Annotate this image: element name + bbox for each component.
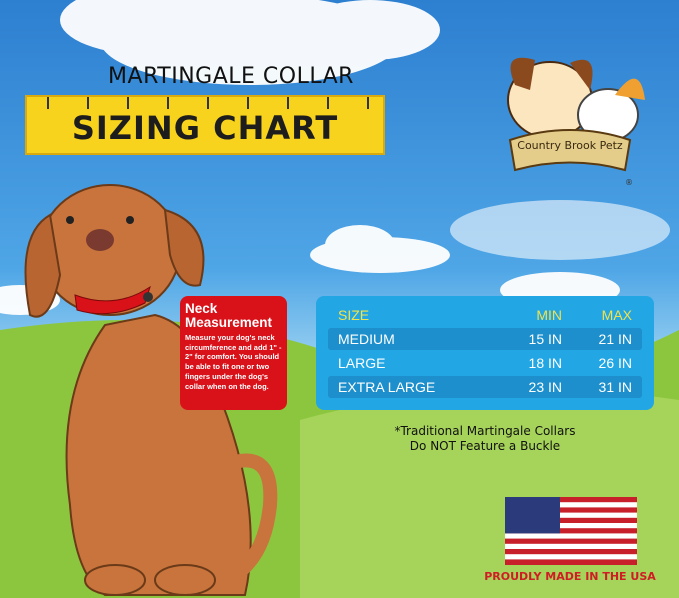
buckle-note: *Traditional Martingale Collars Do NOT F… bbox=[394, 424, 576, 453]
made-in-usa: PROUDLY MADE IN THE USA bbox=[484, 570, 656, 583]
logo: Country Brook Petz ® bbox=[507, 57, 645, 187]
page-title: SIZING CHART bbox=[71, 109, 339, 147]
logo-text: Country Brook Petz bbox=[517, 139, 623, 152]
table-row: EXTRA LARGE 23 IN 31 IN bbox=[328, 376, 642, 398]
table-header: SIZE MIN MAX bbox=[338, 307, 632, 323]
table-row: MEDIUM 15 IN 21 IN bbox=[328, 328, 642, 350]
table-row: LARGE 18 IN 26 IN bbox=[338, 355, 632, 371]
neck-instructions: Measure your dog's neck circumference an… bbox=[185, 333, 282, 391]
svg-text:®: ® bbox=[625, 178, 633, 187]
size-table: SIZE MIN MAX MEDIUM 15 IN 21 IN LARGE 18 IN 26… bbox=[316, 296, 654, 410]
neck-measurement-box: Neck Measurement Measure your dog's neck… bbox=[180, 296, 287, 410]
subtitle: MARTINGALE COLLAR bbox=[108, 64, 354, 89]
ruler-banner: SIZING CHART bbox=[25, 95, 385, 155]
neck-title: Neck Measurement bbox=[185, 301, 273, 330]
us-flag-icon bbox=[505, 497, 637, 565]
